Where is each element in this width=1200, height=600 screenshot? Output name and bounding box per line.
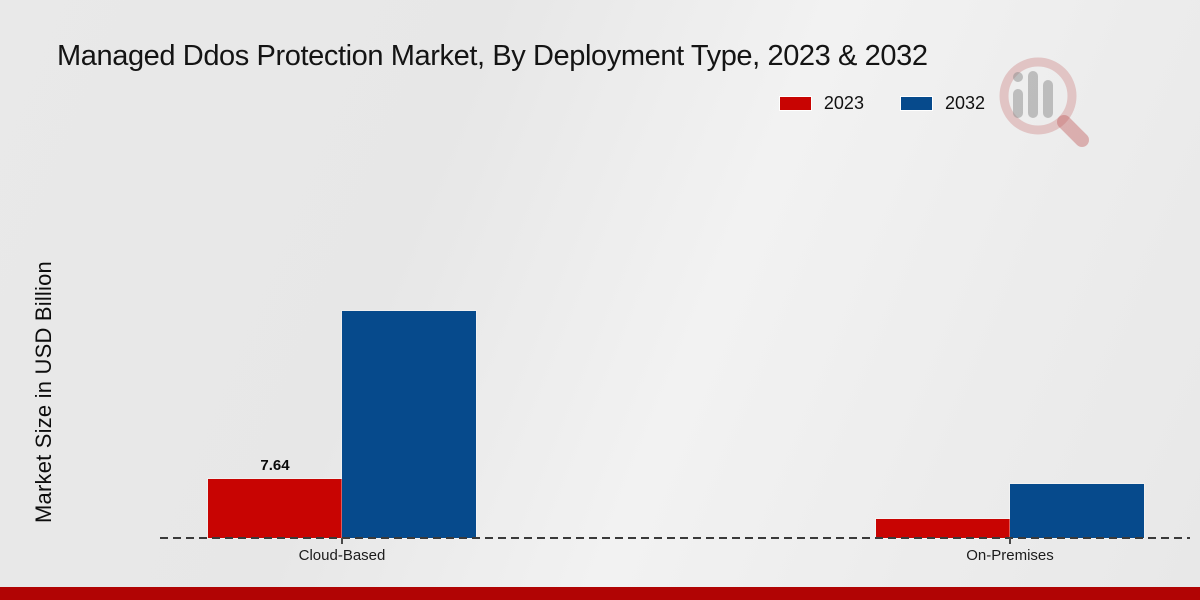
x-tick-cloud-based <box>341 538 343 544</box>
legend-label-2032: 2032 <box>944 93 985 113</box>
category-label-cloud-based: Cloud-Based <box>298 547 386 564</box>
bar-2032-on-premises <box>1010 484 1144 538</box>
legend-item-2032: 2032 <box>899 93 985 114</box>
chart-title: Managed Ddos Protection Market, By Deplo… <box>57 40 928 72</box>
legend-swatch-2023 <box>778 96 812 111</box>
category-label-on-premises: On-Premises <box>966 547 1054 564</box>
legend-swatch-2032 <box>899 96 933 111</box>
bar-2023-cloud-based <box>208 479 342 538</box>
footer-accent-strip <box>0 587 1200 600</box>
bar-2032-cloud-based <box>342 311 476 538</box>
legend: 2023 2032 <box>778 93 985 114</box>
y-axis-label: Market Size in USD Billion <box>31 261 56 523</box>
legend-label-2023: 2023 <box>823 93 864 113</box>
legend-item-2023: 2023 <box>778 93 864 114</box>
magnifier-bar-chart-logo-icon <box>999 57 1089 147</box>
bar-2023-on-premises <box>876 519 1010 538</box>
x-tick-on-premises <box>1009 538 1011 544</box>
x-axis-dashed-baseline <box>160 537 1190 539</box>
value-label-2023-cloud-based: 7.64 <box>260 457 290 474</box>
